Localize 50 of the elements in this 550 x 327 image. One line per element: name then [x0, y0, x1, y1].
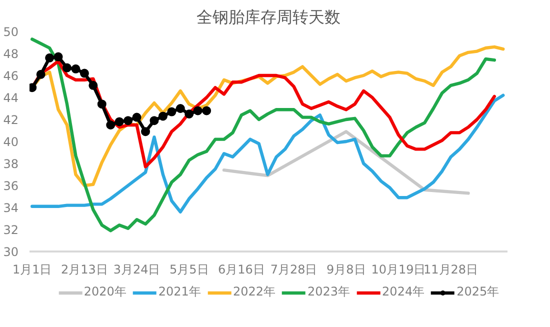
point	[62, 63, 72, 72]
y-tick-label: 30	[3, 245, 19, 259]
y-tick-label: 32	[3, 223, 19, 237]
point	[36, 70, 46, 79]
chart-title: 全钢胎库存周转天数	[196, 8, 340, 26]
point	[132, 112, 142, 122]
point	[167, 107, 176, 116]
y-tick-label: 46	[3, 69, 19, 83]
point	[54, 52, 63, 62]
point	[106, 120, 116, 130]
point	[97, 100, 106, 109]
point	[124, 116, 133, 126]
y-tick-label: 50	[3, 25, 19, 39]
legend-label: 2025年	[456, 284, 500, 300]
point	[141, 127, 150, 136]
point	[150, 116, 159, 126]
point	[193, 106, 202, 116]
y-tick-label: 44	[3, 91, 19, 105]
x-tick-label: 2月13日	[61, 262, 108, 276]
point	[202, 106, 212, 116]
point	[158, 112, 168, 121]
x-tick-label: 1月1日	[12, 262, 52, 276]
line-series	[30, 94, 505, 214]
point	[114, 117, 124, 126]
point	[80, 68, 89, 78]
y-tick-label: 34	[3, 201, 19, 215]
point	[45, 53, 54, 62]
legend-label: 2022年	[232, 284, 276, 300]
point	[71, 64, 80, 74]
y-tick-label: 36	[3, 179, 19, 193]
y-tick-label: 42	[3, 113, 19, 127]
x-tick-label: 10月19日	[371, 262, 426, 276]
y-tick-label: 48	[3, 47, 19, 61]
legend-label: 2020年	[84, 284, 126, 300]
point	[88, 80, 98, 90]
x-tick-label: 3月24日	[113, 262, 160, 276]
point	[176, 104, 185, 113]
legend-label: 2021年	[158, 284, 201, 300]
y-tick-label: 40	[3, 135, 19, 149]
legend-label: 2024年	[382, 284, 425, 300]
x-tick-label: 5月5日	[169, 262, 209, 276]
x-tick-label: 6月16日	[218, 262, 265, 276]
x-tick-label: 11月28日	[424, 262, 478, 276]
line-series	[222, 130, 470, 195]
x-tick-label: 9月8日	[326, 262, 366, 276]
line-series	[30, 38, 496, 232]
point	[184, 110, 194, 118]
x-tick-label: 7月28日	[270, 262, 318, 276]
legend-label: 2023年	[308, 284, 350, 300]
y-tick-label: 38	[3, 157, 19, 171]
